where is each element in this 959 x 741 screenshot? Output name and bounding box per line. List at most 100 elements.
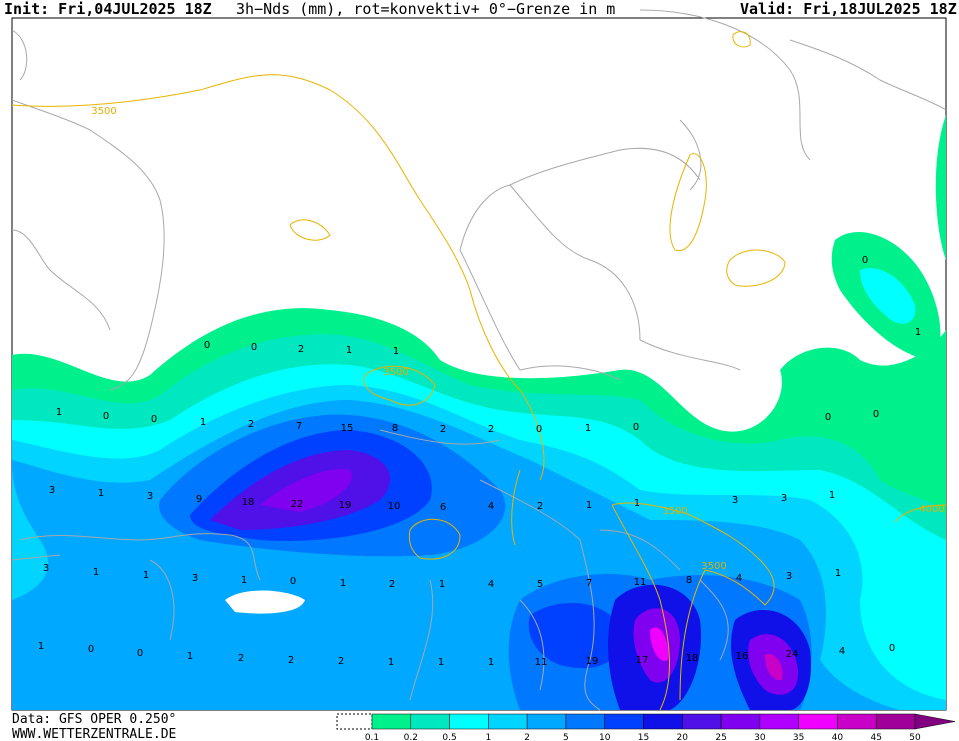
value: 17 bbox=[636, 655, 649, 666]
value: 1 bbox=[346, 345, 352, 356]
colorbar-box bbox=[682, 713, 722, 730]
value: 4 bbox=[488, 579, 494, 590]
colorbar-label: 2 bbox=[524, 733, 530, 741]
value: 1 bbox=[585, 423, 591, 434]
value: 15 bbox=[341, 423, 354, 434]
value: 0 bbox=[151, 414, 157, 425]
value: 0 bbox=[137, 648, 143, 659]
value: 0 bbox=[873, 409, 879, 420]
value: 1 bbox=[340, 578, 346, 589]
map-values: 0 0 2 1 1 1 0 0 1 2 7 15 8 2 2 0 1 0 0 1… bbox=[38, 255, 921, 668]
value: 1 bbox=[915, 327, 921, 338]
value: 0 bbox=[103, 411, 109, 422]
colorbar-label: 35 bbox=[793, 733, 804, 741]
contour-label: 3500 bbox=[662, 506, 687, 517]
value: 1 bbox=[93, 567, 99, 578]
value: 1 bbox=[393, 346, 399, 357]
colorbar-label: 20 bbox=[677, 733, 689, 741]
value: 1 bbox=[98, 488, 104, 499]
map-title: 3h−Nds (mm), rot=konvektiv+ 0°−Grenze in… bbox=[236, 0, 615, 18]
value: 16 bbox=[736, 651, 749, 662]
value: 1 bbox=[187, 651, 193, 662]
value: 6 bbox=[440, 502, 446, 513]
value: 19 bbox=[586, 656, 599, 667]
value: 0 bbox=[251, 342, 257, 353]
value: 0 bbox=[862, 255, 868, 266]
value: 0 bbox=[204, 340, 210, 351]
value: 1 bbox=[241, 575, 247, 586]
precip-field bbox=[12, 115, 946, 710]
value: 4 bbox=[736, 573, 742, 584]
colorbar-box bbox=[565, 713, 605, 730]
colorbar-box bbox=[604, 713, 644, 730]
value: 24 bbox=[786, 649, 799, 660]
value: 2 bbox=[389, 579, 395, 590]
colorbar-label: 10 bbox=[599, 733, 611, 741]
colorbar-box bbox=[643, 713, 683, 730]
value: 2 bbox=[238, 653, 244, 664]
colorbar-box bbox=[449, 713, 489, 730]
value: 1 bbox=[56, 407, 62, 418]
value: 1 bbox=[38, 641, 44, 652]
value: 4 bbox=[488, 501, 494, 512]
colorbar-arrow bbox=[914, 713, 956, 730]
init-time: Init: Fri,04JUL2025 18Z bbox=[4, 0, 212, 18]
contour-label: 3500 bbox=[701, 561, 726, 572]
value: 10 bbox=[388, 501, 401, 512]
value: 1 bbox=[634, 498, 640, 509]
value: 0 bbox=[536, 424, 542, 435]
colorbar-box bbox=[798, 713, 838, 730]
value: 19 bbox=[339, 500, 352, 511]
value: 22 bbox=[291, 499, 304, 510]
colorbar-label: 0.5 bbox=[442, 733, 456, 741]
value: 1 bbox=[438, 657, 444, 668]
value: 3 bbox=[192, 573, 198, 584]
colorbar-label: 0.1 bbox=[365, 733, 379, 741]
value: 1 bbox=[829, 490, 835, 501]
value: 1 bbox=[143, 570, 149, 581]
value: 3 bbox=[786, 571, 792, 582]
value: 5 bbox=[537, 579, 543, 590]
colorbar-box bbox=[837, 713, 877, 730]
colorbar-below-box bbox=[336, 713, 373, 730]
value: 3 bbox=[43, 563, 49, 574]
value: 3 bbox=[732, 495, 738, 506]
value: 18 bbox=[242, 497, 255, 508]
coastlines bbox=[11, 9, 947, 711]
value: 0 bbox=[290, 576, 296, 587]
value: 18 bbox=[686, 653, 699, 664]
value: 4 bbox=[839, 646, 845, 657]
value: 1 bbox=[488, 657, 494, 668]
website: WWW.WETTERZENTRALE.DE bbox=[12, 727, 176, 741]
value: 8 bbox=[686, 575, 692, 586]
value: 9 bbox=[196, 494, 202, 505]
colorbar-label: 15 bbox=[638, 733, 649, 741]
value: 2 bbox=[488, 424, 494, 435]
colorbar-box bbox=[526, 713, 567, 730]
contour-label: 3500 bbox=[383, 367, 408, 378]
value: 2 bbox=[338, 656, 344, 667]
colorbar-label: 50 bbox=[909, 733, 921, 741]
colorbar-label: 5 bbox=[563, 733, 569, 741]
value: 0 bbox=[633, 422, 639, 433]
value: 0 bbox=[889, 643, 895, 654]
value: 2 bbox=[288, 655, 294, 666]
value: 1 bbox=[586, 500, 592, 511]
colorbar-label: 30 bbox=[754, 733, 766, 741]
value: 1 bbox=[200, 417, 206, 428]
colorbar-box bbox=[410, 713, 450, 730]
value: 2 bbox=[298, 344, 304, 355]
value: 7 bbox=[296, 421, 302, 432]
data-source: Data: GFS OPER 0.250° bbox=[12, 712, 176, 727]
valid-time: Valid: Fri,18JUL2025 18Z bbox=[740, 0, 957, 18]
value: 3 bbox=[49, 485, 55, 496]
value: 0 bbox=[825, 412, 831, 423]
colorbar-label: 40 bbox=[832, 733, 844, 741]
colorbar-box bbox=[875, 713, 916, 730]
colorbar-label: 1 bbox=[485, 733, 491, 741]
colorbar-box bbox=[488, 713, 528, 730]
value: 1 bbox=[835, 568, 841, 579]
value: 3 bbox=[781, 493, 787, 504]
value: 1 bbox=[439, 579, 445, 590]
